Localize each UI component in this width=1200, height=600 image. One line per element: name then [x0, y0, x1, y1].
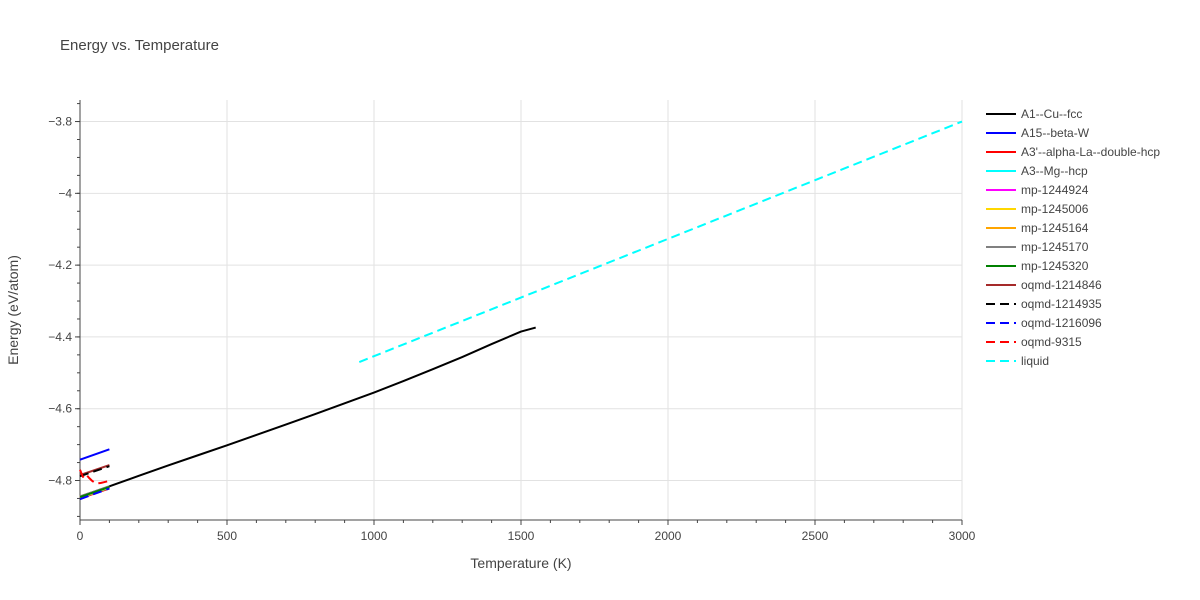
- legend[interactable]: A1--Cu--fcc A15--beta-W A3'--alpha-La--dou…: [986, 107, 1160, 368]
- legend-item[interactable]: oqmd-9315: [986, 335, 1082, 349]
- chart-title: Energy vs. Temperature: [60, 37, 219, 54]
- x-tick-label: 2500: [802, 529, 829, 543]
- legend-label: A1--Cu--fcc: [1021, 107, 1082, 121]
- legend-label: mp-1245320: [1021, 259, 1089, 273]
- legend-item[interactable]: mp-1245164: [986, 221, 1089, 235]
- legend-label: oqmd-1216096: [1021, 316, 1102, 330]
- x-axis-title: Temperature (K): [470, 555, 571, 571]
- legend-label: oqmd-1214846: [1021, 278, 1102, 292]
- series-line-liquid: [358, 120, 963, 363]
- gridlines: [80, 100, 963, 520]
- x-tick-label: 1000: [361, 529, 388, 543]
- legend-item[interactable]: A15--beta-W: [986, 126, 1090, 140]
- x-tick-label: 500: [217, 529, 237, 543]
- legend-item[interactable]: mp-1245006: [986, 202, 1089, 216]
- series-line-oqmd-9315: [79, 469, 110, 485]
- y-axis-title: Energy (eV/atom): [5, 255, 21, 365]
- legend-label: oqmd-9315: [1021, 335, 1082, 349]
- legend-label: A3'--alpha-La--double-hcp: [1021, 145, 1160, 159]
- legend-item[interactable]: A3--Mg--hcp: [986, 164, 1088, 178]
- legend-label: mp-1245170: [1021, 240, 1089, 254]
- x-tick-label: 0: [77, 529, 84, 543]
- legend-label: mp-1244924: [1021, 183, 1089, 197]
- series-line-a1-cu-fcc: [79, 326, 536, 498]
- y-tick-label: −4.6: [48, 402, 72, 416]
- legend-label: A3--Mg--hcp: [1021, 164, 1088, 178]
- x-axis-ticks: 0 500 1000 1500 2000 2500 3000: [77, 520, 976, 543]
- legend-label: oqmd-1214935: [1021, 297, 1102, 311]
- series-line-a15-beta-w: [79, 448, 110, 461]
- series-line-oqmd-1216096: [79, 487, 110, 501]
- legend-item[interactable]: liquid: [986, 354, 1049, 368]
- x-tick-label: 3000: [949, 529, 976, 543]
- y-tick-label: −4.8: [48, 474, 72, 488]
- y-tick-label: −4.2: [48, 258, 72, 272]
- y-tick-label: −4.4: [48, 330, 72, 344]
- x-tick-label: 2000: [655, 529, 682, 543]
- y-axis-ticks: −3.8 −4 −4.2 −4.4 −4.6 −4.8: [48, 103, 80, 517]
- legend-label: mp-1245164: [1021, 221, 1089, 235]
- legend-label: mp-1245006: [1021, 202, 1089, 216]
- x-tick-label: 1500: [508, 529, 535, 543]
- y-tick-label: −3.8: [48, 115, 72, 129]
- legend-item[interactable]: mp-1245170: [986, 240, 1089, 254]
- series-line-oqmd-1214935: [79, 465, 110, 478]
- y-tick-label: −4: [58, 186, 72, 200]
- legend-item[interactable]: A3'--alpha-La--double-hcp: [986, 145, 1160, 159]
- legend-label: A15--beta-W: [1021, 126, 1090, 140]
- series-line-mp-1245320: [79, 486, 110, 498]
- legend-item[interactable]: A1--Cu--fcc: [986, 107, 1082, 121]
- legend-item[interactable]: mp-1245320: [986, 259, 1089, 273]
- legend-label: liquid: [1021, 354, 1049, 368]
- plot-area: [79, 120, 963, 501]
- legend-item[interactable]: mp-1244924: [986, 183, 1089, 197]
- series-line-oqmd-1214846: [79, 464, 110, 477]
- legend-item[interactable]: oqmd-1214846: [986, 278, 1102, 292]
- legend-item[interactable]: oqmd-1216096: [986, 316, 1102, 330]
- legend-item[interactable]: oqmd-1214935: [986, 297, 1102, 311]
